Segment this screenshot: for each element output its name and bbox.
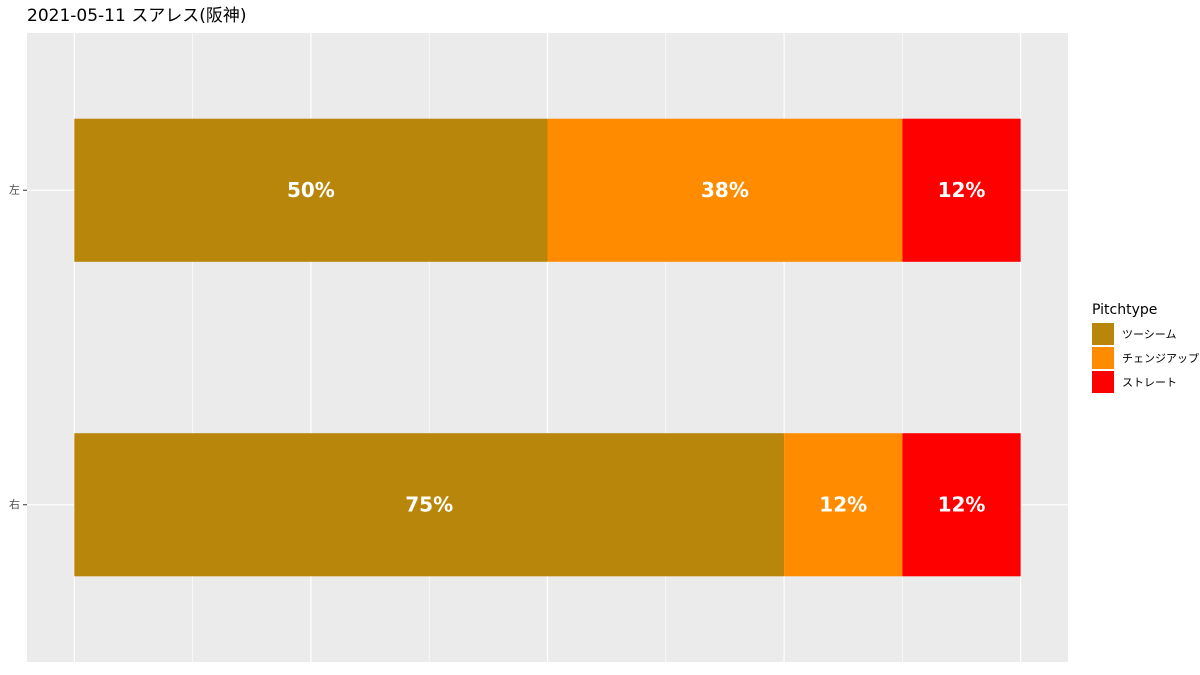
data-label: 12% bbox=[938, 492, 986, 516]
legend-label: チェンジアップ bbox=[1122, 352, 1199, 365]
data-label: 50% bbox=[287, 178, 335, 202]
chart-title: 2021-05-11 スアレス(阪神) bbox=[27, 6, 246, 26]
legend-key bbox=[1092, 323, 1114, 345]
legend-title: Pitchtype bbox=[1092, 302, 1157, 318]
bar-segment bbox=[74, 118, 548, 262]
y-tick-label: 左 bbox=[9, 183, 20, 196]
y-tick-label: 右 bbox=[9, 497, 20, 511]
data-label: 38% bbox=[701, 178, 749, 202]
bar-segment bbox=[902, 433, 1021, 577]
legend-label: ストレート bbox=[1122, 376, 1177, 389]
legend-key bbox=[1092, 347, 1114, 369]
bar-segment bbox=[902, 118, 1021, 262]
data-label: 75% bbox=[405, 492, 453, 516]
bar-segment bbox=[547, 118, 903, 262]
bar-segment bbox=[74, 433, 785, 577]
bar-segment bbox=[784, 433, 903, 577]
data-label: 12% bbox=[938, 178, 986, 202]
data-label: 12% bbox=[819, 492, 867, 516]
legend-key bbox=[1092, 371, 1114, 393]
legend-label: ツーシーム bbox=[1122, 328, 1176, 341]
